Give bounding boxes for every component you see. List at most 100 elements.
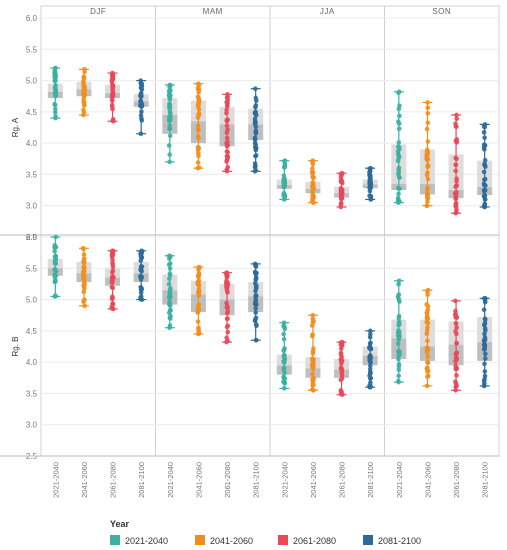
data-point (167, 152, 173, 157)
data-point (396, 278, 402, 284)
data-point (482, 361, 487, 367)
facet-header-djf: DJF (90, 7, 106, 16)
data-point (425, 149, 431, 155)
data-point (281, 379, 287, 384)
data-point (425, 338, 430, 344)
box-rgb-djf-2081-2100 (133, 248, 149, 302)
data-point (396, 378, 401, 384)
data-point (167, 276, 172, 282)
data-point (196, 267, 201, 272)
data-point (81, 252, 87, 257)
data-point (396, 191, 401, 197)
y-tick-label: 3.5 (26, 170, 38, 179)
data-point (425, 176, 431, 182)
data-point (139, 274, 145, 280)
data-point (52, 102, 58, 108)
data-point (225, 282, 231, 288)
data-point (454, 331, 459, 337)
data-point (53, 72, 58, 78)
data-point (453, 184, 458, 190)
data-point (225, 304, 230, 310)
data-point (224, 118, 230, 124)
data-point (310, 192, 316, 198)
data-point (338, 190, 344, 196)
x-category-label: 2041-2060 (80, 462, 89, 498)
data-point (81, 107, 86, 113)
data-point (395, 341, 401, 346)
box-rga-son-2081-2100 (477, 122, 493, 210)
data-point (397, 103, 402, 109)
data-point (224, 159, 229, 164)
data-point (253, 337, 259, 343)
data-point (166, 310, 172, 316)
data-point (195, 319, 201, 324)
data-point (196, 111, 202, 116)
data-point (110, 88, 115, 93)
data-point (338, 171, 344, 177)
data-point (395, 148, 401, 154)
data-point (168, 88, 173, 93)
data-point (281, 331, 286, 337)
box-rga-mam-2021-2040 (162, 82, 178, 165)
data-point (310, 312, 316, 318)
x-category-label: 2061-2080 (109, 462, 118, 498)
data-point (195, 123, 201, 128)
data-point (311, 346, 316, 351)
data-point (225, 127, 230, 132)
data-point (81, 289, 87, 295)
y-tick-label: 2.5 (26, 233, 38, 242)
data-point (481, 307, 487, 313)
y-tick-label: 4.5 (26, 108, 38, 117)
data-point (425, 195, 430, 201)
data-point (253, 124, 259, 130)
data-point (453, 351, 459, 357)
data-point (454, 340, 459, 346)
y-tick-label: 5.5 (26, 45, 38, 54)
data-point (338, 352, 344, 357)
data-point (310, 316, 316, 322)
data-point (310, 371, 315, 377)
data-point (311, 382, 316, 387)
box-rga-djf-2021-2040 (47, 65, 63, 121)
data-point (311, 186, 316, 192)
data-point (339, 376, 345, 381)
data-point (196, 325, 201, 331)
data-point (109, 248, 115, 254)
data-point (482, 322, 487, 328)
data-point (52, 248, 57, 254)
data-point (424, 366, 430, 371)
data-point (482, 177, 487, 182)
data-point (453, 379, 458, 384)
data-point (110, 106, 115, 112)
data-point (453, 162, 459, 168)
legend-swatch-2041-2060 (195, 535, 205, 545)
data-point (253, 275, 259, 280)
data-point (310, 174, 315, 179)
data-point (196, 303, 201, 308)
data-point (196, 286, 202, 292)
data-point (138, 131, 144, 137)
data-point (453, 168, 459, 174)
data-point (167, 323, 173, 328)
data-point (310, 356, 315, 361)
data-point (396, 174, 402, 180)
x-category-label: 2021-2040 (395, 462, 404, 498)
data-point (309, 166, 315, 171)
data-point (396, 170, 402, 175)
data-point (81, 87, 87, 93)
box-rgb-son-2061-2080 (448, 298, 464, 393)
data-point (425, 292, 430, 297)
data-point (368, 384, 373, 390)
data-point (482, 369, 488, 374)
data-point (425, 373, 431, 379)
data-point (395, 294, 401, 299)
data-point (396, 126, 402, 132)
data-point (482, 317, 488, 323)
data-point (167, 266, 173, 271)
legend-label-2081-2100: 2081-2100 (378, 536, 421, 546)
data-point (253, 305, 259, 311)
data-point (482, 157, 488, 163)
data-point (424, 313, 430, 319)
data-point (367, 363, 373, 369)
data-point (254, 270, 259, 276)
